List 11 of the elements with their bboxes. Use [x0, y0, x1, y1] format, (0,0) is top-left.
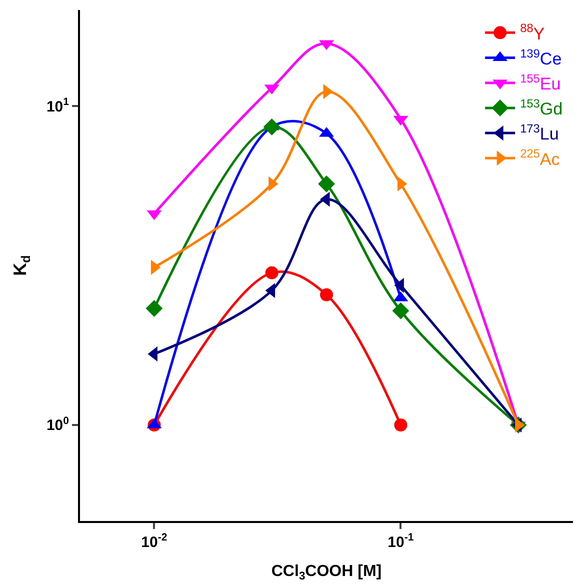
- y-tick-label: 10$^{0}$: [46, 414, 70, 434]
- x-tick-label: 10$^{-2}$: [141, 532, 168, 551]
- legend-label: $^{139}$Ce: [520, 46, 562, 68]
- y-tick-label: 10$^{1}$: [46, 96, 70, 116]
- legend-label: $^{173}$Lu: [520, 122, 559, 144]
- legend-label: $^{153}$Gd: [520, 96, 563, 119]
- legend-label: $^{155}$Eu: [520, 71, 561, 94]
- legend-label: $^{88}$Y: [520, 21, 545, 44]
- legend-label: $^{225}$Ac: [520, 146, 560, 169]
- x-axis-title: CCl$_{3}$COOH [M]: [271, 563, 382, 583]
- x-tick-label: 10$^{-1}$: [388, 532, 414, 551]
